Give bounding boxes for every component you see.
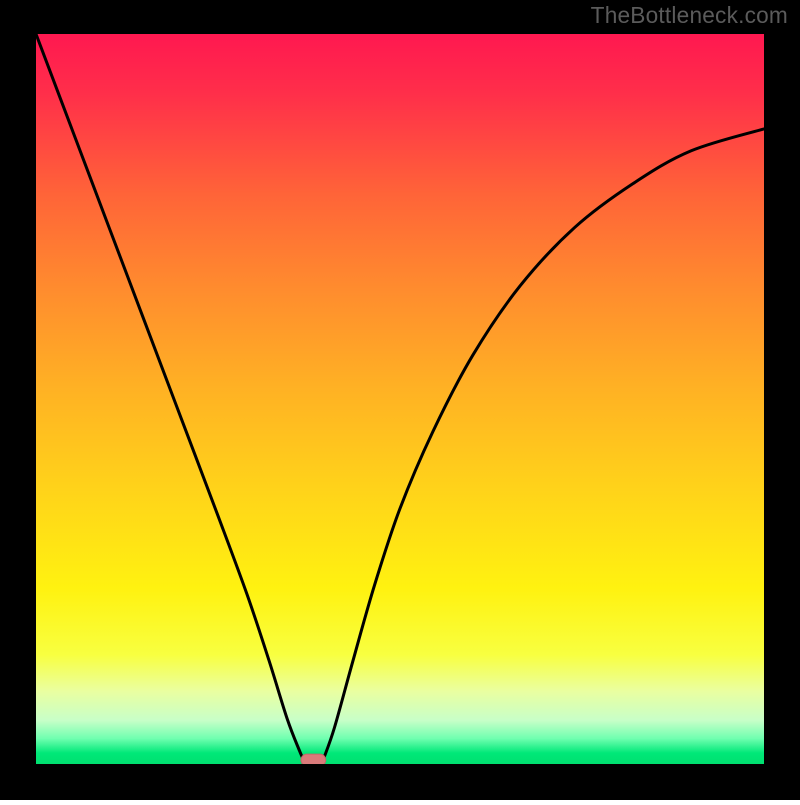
gradient-background (36, 34, 764, 764)
chart-container (0, 0, 800, 800)
watermark-text: TheBottleneck.com (591, 2, 788, 29)
bottleneck-chart-svg (0, 0, 800, 800)
